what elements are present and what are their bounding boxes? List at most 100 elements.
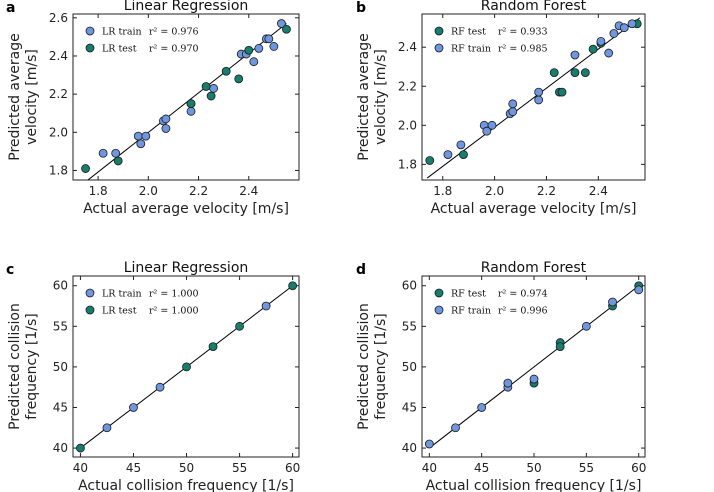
y-axis-label-line: Predicted collision [356, 303, 372, 430]
data-point [282, 24, 291, 34]
y-axis-label: Predicted averagevelocity [m/s] [356, 33, 389, 160]
legend-label: RF train [451, 44, 491, 55]
data-point [249, 57, 259, 67]
legend-label: RF train [451, 306, 491, 317]
data-point [588, 44, 598, 54]
data-point [608, 297, 617, 307]
y-tick-label: 2.6 [49, 11, 68, 25]
legend-marker [434, 305, 444, 315]
legend-r2: r² = 0.970 [149, 44, 199, 55]
data-point [459, 150, 468, 160]
legend-r2: r² = 0.985 [498, 44, 548, 55]
data-point [234, 74, 244, 84]
data-point [182, 362, 191, 372]
data-point [557, 87, 567, 97]
chart-title: Random Forest [481, 260, 587, 276]
data-point [254, 43, 264, 53]
chart-title: Random Forest [481, 0, 587, 14]
data-point [161, 114, 171, 124]
y-axis-label: Predicted averagevelocity [m/s] [7, 33, 40, 160]
y-tick-label: 45 [53, 400, 68, 414]
y-axis-label-line: Predicted average [356, 33, 372, 160]
data-point [161, 124, 171, 133]
legend-marker [434, 288, 444, 298]
y-tick-label: 1.8 [398, 157, 417, 171]
legend-label: LR train [102, 289, 142, 300]
data-point [609, 29, 619, 38]
data-point [76, 443, 85, 453]
data-point [581, 321, 591, 331]
y-axis-label-line: frequency [1/s] [373, 313, 389, 420]
data-point [136, 139, 146, 149]
x-tick-label: 60 [631, 461, 646, 475]
data-point [221, 66, 231, 76]
chart-title: Linear Regression [124, 260, 249, 276]
y-tick-label: 2.4 [398, 40, 417, 54]
data-point [261, 301, 271, 311]
data-point [477, 403, 487, 412]
x-tick-label: 40 [422, 461, 437, 475]
y-axis-label-line: Predicted average [7, 33, 23, 160]
y-tick-label: 55 [53, 319, 68, 333]
data-point [549, 68, 559, 77]
x-axis-label: Actual collision frequency [1/s] [426, 478, 642, 492]
data-point [451, 423, 460, 433]
panel-label: d [356, 262, 366, 278]
y-axis-label: Predicted collisionfrequency [1/s] [7, 303, 40, 430]
y-axis-label: Predicted collisionfrequency [1/s] [356, 303, 389, 430]
x-tick-label: 1.8 [89, 184, 108, 198]
x-tick-label: 2.2 [189, 184, 208, 198]
x-tick-label: 55 [232, 461, 247, 475]
legend-label: LR train [102, 27, 142, 38]
x-tick-label: 50 [526, 461, 541, 475]
x-tick-label: 2.4 [239, 184, 258, 198]
data-point [113, 156, 123, 166]
legend-label: LR test [102, 306, 137, 317]
data-point [235, 321, 244, 331]
x-tick-label: 2.0 [139, 184, 158, 198]
data-point [570, 50, 580, 60]
x-tick-label: 2.0 [485, 184, 504, 198]
x-tick-label: 60 [285, 461, 300, 475]
data-point [111, 148, 121, 158]
y-tick-label: 40 [402, 441, 417, 455]
data-point [482, 126, 492, 136]
y-tick-label: 40 [53, 441, 68, 455]
legend-marker [85, 43, 95, 53]
series-lr-train [98, 19, 286, 158]
panel-label: b [356, 0, 366, 16]
y-tick-label: 60 [402, 279, 417, 293]
legend-marker [85, 305, 95, 315]
plot-frame [72, 13, 300, 181]
fit-line [429, 285, 640, 449]
data-point [206, 91, 216, 101]
data-point [508, 107, 518, 117]
y-tick-label: 45 [402, 400, 417, 414]
data-point [424, 439, 434, 449]
x-tick-label: 2.4 [589, 184, 608, 198]
data-point [133, 131, 143, 141]
x-tick-label: 1.8 [433, 184, 452, 198]
x-tick-label: 45 [126, 461, 141, 475]
x-tick-label: 55 [579, 461, 594, 475]
legend-marker [85, 288, 95, 298]
chart-title: Linear Regression [124, 0, 249, 14]
data-point [81, 164, 90, 173]
data-point [503, 378, 513, 388]
y-axis-label-line: frequency [1/s] [24, 313, 40, 420]
series-rf-train [424, 285, 644, 449]
y-tick-label: 2.2 [49, 87, 68, 101]
data-point [487, 120, 497, 130]
y-axis-label-line: velocity [m/s] [24, 49, 40, 145]
data-point [604, 48, 614, 58]
y-axis-label-line: velocity [m/s] [373, 49, 389, 145]
series-lr-train [102, 301, 271, 433]
data-point [186, 99, 196, 109]
data-point [209, 84, 219, 93]
data-point [98, 148, 108, 158]
y-tick-label: 60 [53, 279, 68, 293]
series-lr-test [81, 24, 291, 173]
data-point [208, 342, 218, 352]
data-point [264, 34, 274, 44]
